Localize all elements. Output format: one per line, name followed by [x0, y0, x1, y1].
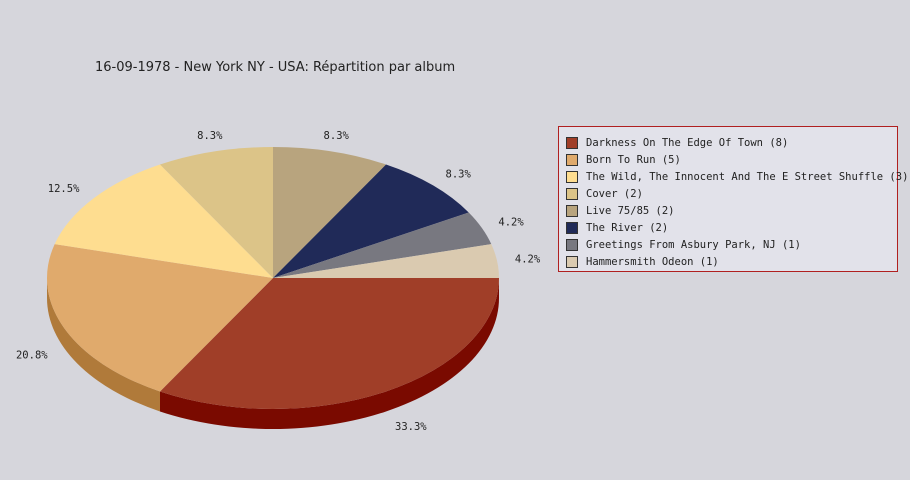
- legend-label: Darkness On The Edge Of Town (8): [586, 136, 789, 149]
- legend-item: Greetings From Asbury Park, NJ (1): [566, 236, 897, 253]
- legend-label: The Wild, The Innocent And The E Street …: [586, 170, 909, 183]
- legend-swatch: [566, 238, 578, 251]
- chart-legend: Darkness On The Edge Of Town (8) Born To …: [558, 126, 908, 272]
- pie-slice-3: [54, 164, 274, 278]
- legend-item: The River (2): [566, 219, 897, 236]
- legend-swatch: [566, 187, 578, 200]
- pie-slice-1: [160, 278, 499, 410]
- slice-percent-label: 8.3%: [446, 168, 472, 180]
- legend-item: Born To Run (5): [566, 151, 897, 168]
- legend-label: Cover (2): [586, 187, 643, 200]
- legend-swatch: [566, 170, 578, 183]
- chart-title: 16-09-1978 - New York NY - USA: Répartit…: [95, 60, 456, 75]
- legend-item: Cover (2): [566, 185, 897, 202]
- pie-slice-5: [273, 147, 386, 278]
- slice-percent-label: 4.2%: [498, 216, 524, 228]
- pie-slice-6: [273, 164, 469, 278]
- pie-slice-4: [160, 147, 273, 278]
- legend-label: Greetings From Asbury Park, NJ (1): [586, 238, 801, 251]
- legend-item: The Wild, The Innocent And The E Street …: [566, 168, 908, 185]
- legend-label: Hammersmith Odeon (1): [586, 255, 719, 268]
- legend-swatch: [566, 136, 578, 149]
- pie-slice-side-2: [47, 278, 160, 412]
- legend-label: Live 75/85 (2): [586, 204, 675, 217]
- slice-percent-label: 8.3%: [324, 130, 350, 142]
- slice-percent-label: 4.2%: [515, 254, 541, 266]
- pie-slice-side-1: [160, 278, 499, 429]
- legend-label: The River (2): [586, 221, 669, 234]
- legend-swatch: [566, 153, 578, 166]
- legend-swatch: [566, 221, 578, 234]
- pie-slice-8: [273, 244, 499, 278]
- legend-item: Darkness On The Edge Of Town (8): [566, 134, 897, 151]
- legend-swatch: [566, 255, 578, 268]
- slice-percent-label: 12.5%: [48, 183, 80, 195]
- legend-item: Live 75/85 (2): [566, 202, 897, 219]
- pie-slice-7: [273, 212, 492, 278]
- slice-percent-label: 33.3%: [395, 421, 427, 433]
- legend-label: Born To Run (5): [586, 153, 681, 166]
- slice-percent-label: 20.8%: [16, 350, 48, 362]
- pie-slice-2: [46, 244, 274, 392]
- legend-swatch: [566, 204, 578, 217]
- legend-item: Hammersmith Odeon (1): [566, 253, 897, 270]
- slice-percent-label: 8.3%: [197, 130, 223, 142]
